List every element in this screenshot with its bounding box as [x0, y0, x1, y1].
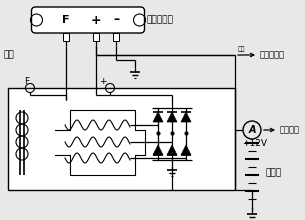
Text: F: F — [24, 77, 30, 86]
Text: A: A — [248, 125, 256, 135]
Bar — [93, 33, 99, 41]
Bar — [113, 33, 119, 41]
Text: 去起动机: 去起动机 — [280, 125, 300, 134]
Polygon shape — [153, 112, 163, 122]
Polygon shape — [181, 145, 191, 155]
Polygon shape — [181, 112, 191, 122]
Text: +: + — [91, 13, 101, 26]
Text: +: + — [99, 77, 107, 86]
Text: 仪表照明等: 仪表照明等 — [260, 51, 285, 59]
Polygon shape — [167, 145, 177, 155]
Polygon shape — [153, 145, 163, 155]
FancyBboxPatch shape — [31, 7, 145, 33]
Bar — [63, 33, 69, 41]
Text: 开关: 开关 — [238, 46, 246, 52]
Text: 磁场: 磁场 — [3, 51, 14, 59]
Polygon shape — [167, 112, 177, 122]
Bar — [8, 88, 235, 190]
Text: +12V: +12V — [242, 139, 267, 148]
Text: 电子调节器: 电子调节器 — [146, 15, 173, 24]
Text: 蓄电池: 蓄电池 — [265, 169, 281, 178]
Text: F: F — [62, 15, 70, 25]
Text: –: – — [113, 13, 119, 26]
